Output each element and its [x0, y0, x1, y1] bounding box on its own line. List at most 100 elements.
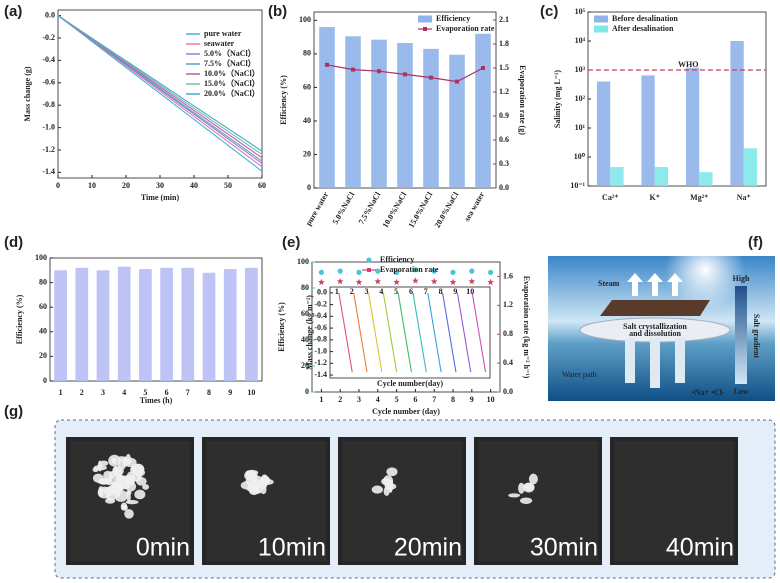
- bar: [345, 36, 361, 188]
- x-tick-label: 7: [432, 395, 436, 404]
- label: Steam: [598, 279, 620, 288]
- y-axis-label: Efficiency (%): [15, 294, 24, 344]
- y-tick-label: -1.2: [42, 145, 55, 154]
- panel-label: (d): [4, 234, 23, 251]
- series-label: 2: [350, 287, 354, 296]
- y-tick-label: 10¹: [575, 123, 586, 132]
- series-label: 8: [439, 287, 443, 296]
- point: [431, 268, 437, 274]
- photo-texture: [342, 441, 462, 561]
- salt: [386, 467, 398, 477]
- series-label: 10: [466, 287, 474, 296]
- y-axis-label: Mass change (g): [23, 66, 32, 121]
- bar: [245, 267, 258, 381]
- bar: [610, 167, 624, 186]
- y-axis-label: Salinity (mg L⁻¹): [553, 70, 562, 129]
- salt: [130, 463, 145, 476]
- y-tick-label: 10⁵: [575, 7, 586, 16]
- x-tick-label: 20.0%NaCl: [433, 190, 461, 230]
- salt: [381, 477, 391, 486]
- y2-tick-label: 0.0: [503, 387, 513, 396]
- bar: [423, 48, 439, 188]
- series-line: [397, 292, 413, 373]
- series-line: [442, 292, 457, 373]
- series-line: [353, 292, 368, 373]
- gradient-bar: [735, 286, 747, 384]
- water-column: [625, 338, 635, 383]
- diagram: Steam High Low Salt gradient Salt crystalliz…: [548, 230, 775, 401]
- photo-caption: 30min: [530, 534, 598, 562]
- chart: (c) 10⁻¹ 10⁰ 10¹ 10² 10³ 10⁴ 10⁵ Ca²⁺ K⁺ Mg²⁺ Na⁺ Sa…: [540, 3, 767, 202]
- x-tick-label: Na⁺: [737, 193, 751, 202]
- label: Water path: [562, 370, 597, 379]
- x-tick-label: 10: [247, 388, 255, 397]
- point: [394, 269, 400, 275]
- chart: (a) 0.0 -0.2 -0.4 -0.6 -0.8 -1.0 -1.2 -1.40 10 20 3…: [4, 3, 266, 202]
- x-tick-label: 3: [357, 395, 361, 404]
- series-label: 7: [424, 287, 428, 296]
- bar: [475, 33, 491, 188]
- y-tick-label: -1.2: [314, 358, 327, 367]
- y-tick-label: -0.2: [42, 33, 55, 42]
- salt: [112, 482, 119, 495]
- label: High: [733, 274, 750, 283]
- y-tick-label: 60: [301, 309, 309, 318]
- series-line: [57, 15, 263, 172]
- x-tick-label: 30: [156, 181, 164, 190]
- point: [412, 267, 418, 273]
- y2-tick-label: 0.3: [499, 159, 509, 168]
- legend-label: 10.0%（NaCl）: [204, 68, 260, 78]
- panel-label: (b): [268, 3, 287, 20]
- bar: [685, 67, 700, 186]
- series-label: 6: [409, 287, 413, 296]
- bar: [730, 41, 744, 186]
- label: Salt gradient: [752, 314, 761, 359]
- plot-frame: [329, 286, 491, 379]
- y2-tick-label: 0.0: [499, 183, 509, 192]
- point: [468, 278, 476, 285]
- y-tick-label: -0.4: [42, 55, 55, 64]
- x-tick-label: 4: [122, 388, 126, 397]
- y-tick-label: 0.0: [317, 288, 327, 297]
- y-tick-label: -0.6: [42, 78, 55, 87]
- x-tick-label: 6: [165, 388, 169, 397]
- label: and dissolution: [629, 329, 681, 338]
- legend-label: Efficiency: [380, 255, 414, 264]
- salt: [120, 502, 128, 511]
- series-line: [427, 292, 442, 373]
- point: [318, 269, 324, 275]
- plot-frame: [49, 257, 263, 382]
- y-tick-label: -0.4: [314, 311, 327, 320]
- panel-label: (c): [540, 3, 558, 20]
- y2-tick-label: 1.2: [503, 300, 513, 309]
- panel-label: (g): [4, 403, 23, 420]
- point: [455, 79, 459, 84]
- point: [356, 269, 362, 275]
- salt: [126, 491, 131, 503]
- salt: [92, 473, 104, 483]
- x-tick-label: 20: [122, 181, 130, 190]
- bar: [181, 267, 195, 381]
- plot-frame: [311, 261, 501, 393]
- x-axis-label: Cycle number (day): [372, 407, 440, 416]
- label: •Na+ •Cl-: [692, 388, 725, 397]
- x-tick-label: sea water: [462, 190, 486, 223]
- legend-label: 5.0%（NaCl）: [204, 48, 256, 58]
- point: [337, 268, 343, 274]
- legend-label: 15.0%（NaCl）: [204, 78, 260, 88]
- point: [336, 278, 344, 285]
- point: [481, 66, 485, 70]
- y-tick-label: 10²: [575, 94, 586, 103]
- bar: [54, 270, 67, 381]
- salt: [125, 499, 139, 505]
- x-tick-label: Mg²⁺: [690, 193, 708, 202]
- series-line: [57, 15, 263, 152]
- y-axis-label: Efficiency (%): [279, 75, 288, 125]
- water-column: [675, 338, 685, 383]
- series-label: 1: [335, 287, 339, 296]
- x-tick-label: K⁺: [650, 193, 660, 202]
- series-label: 4: [379, 287, 383, 296]
- y-tick-label: 10⁴: [575, 36, 586, 45]
- legend-label: pure water: [204, 29, 242, 38]
